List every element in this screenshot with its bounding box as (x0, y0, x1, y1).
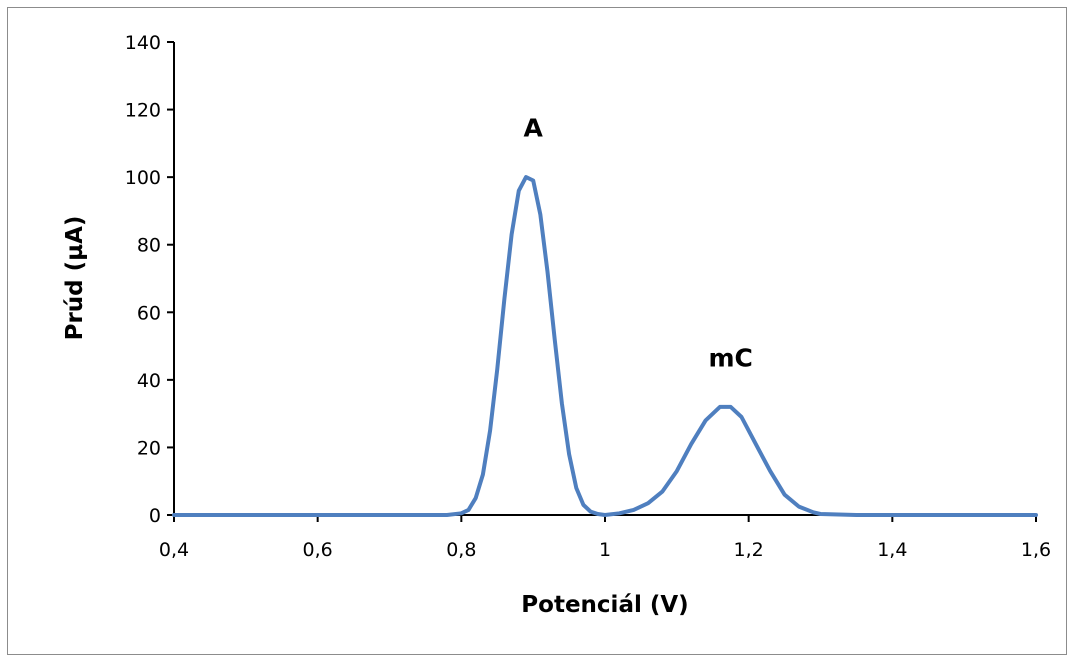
y-tick-label: 0 (149, 505, 161, 527)
y-tick-label: 120 (125, 100, 161, 122)
y-tick-label: 100 (125, 167, 161, 189)
peak-label: mC (709, 343, 753, 372)
y-tick-label: 20 (137, 437, 161, 459)
y-tick-label: 80 (137, 235, 161, 257)
tick-labels: 0 20 40 60 80 100 120 140 0,4 0,6 0,8 1 1,2 1,4 1,6 (125, 32, 1051, 561)
x-tick-label: 1,2 (734, 539, 764, 561)
y-tick-label: 140 (125, 32, 161, 54)
x-tick-label: 1,4 (877, 539, 907, 561)
peak-label: A (523, 114, 543, 143)
x-axis-title: Potenciál (V) (521, 592, 688, 618)
x-tick-label: 0,6 (303, 539, 333, 561)
y-axis-title: Prúd (µA) (62, 216, 88, 341)
y-tick-label: 40 (137, 370, 161, 392)
x-tick-label: 1,6 (1021, 539, 1051, 561)
annotations: AmC (523, 114, 752, 373)
y-tick-label: 60 (137, 302, 161, 324)
series-line (172, 175, 1038, 517)
x-tick-label: 0,8 (446, 539, 476, 561)
chart-frame (7, 7, 1067, 655)
ticks (167, 41, 1037, 522)
x-tick-label: 0,4 (159, 539, 189, 561)
x-tick-label: 1 (599, 539, 611, 561)
